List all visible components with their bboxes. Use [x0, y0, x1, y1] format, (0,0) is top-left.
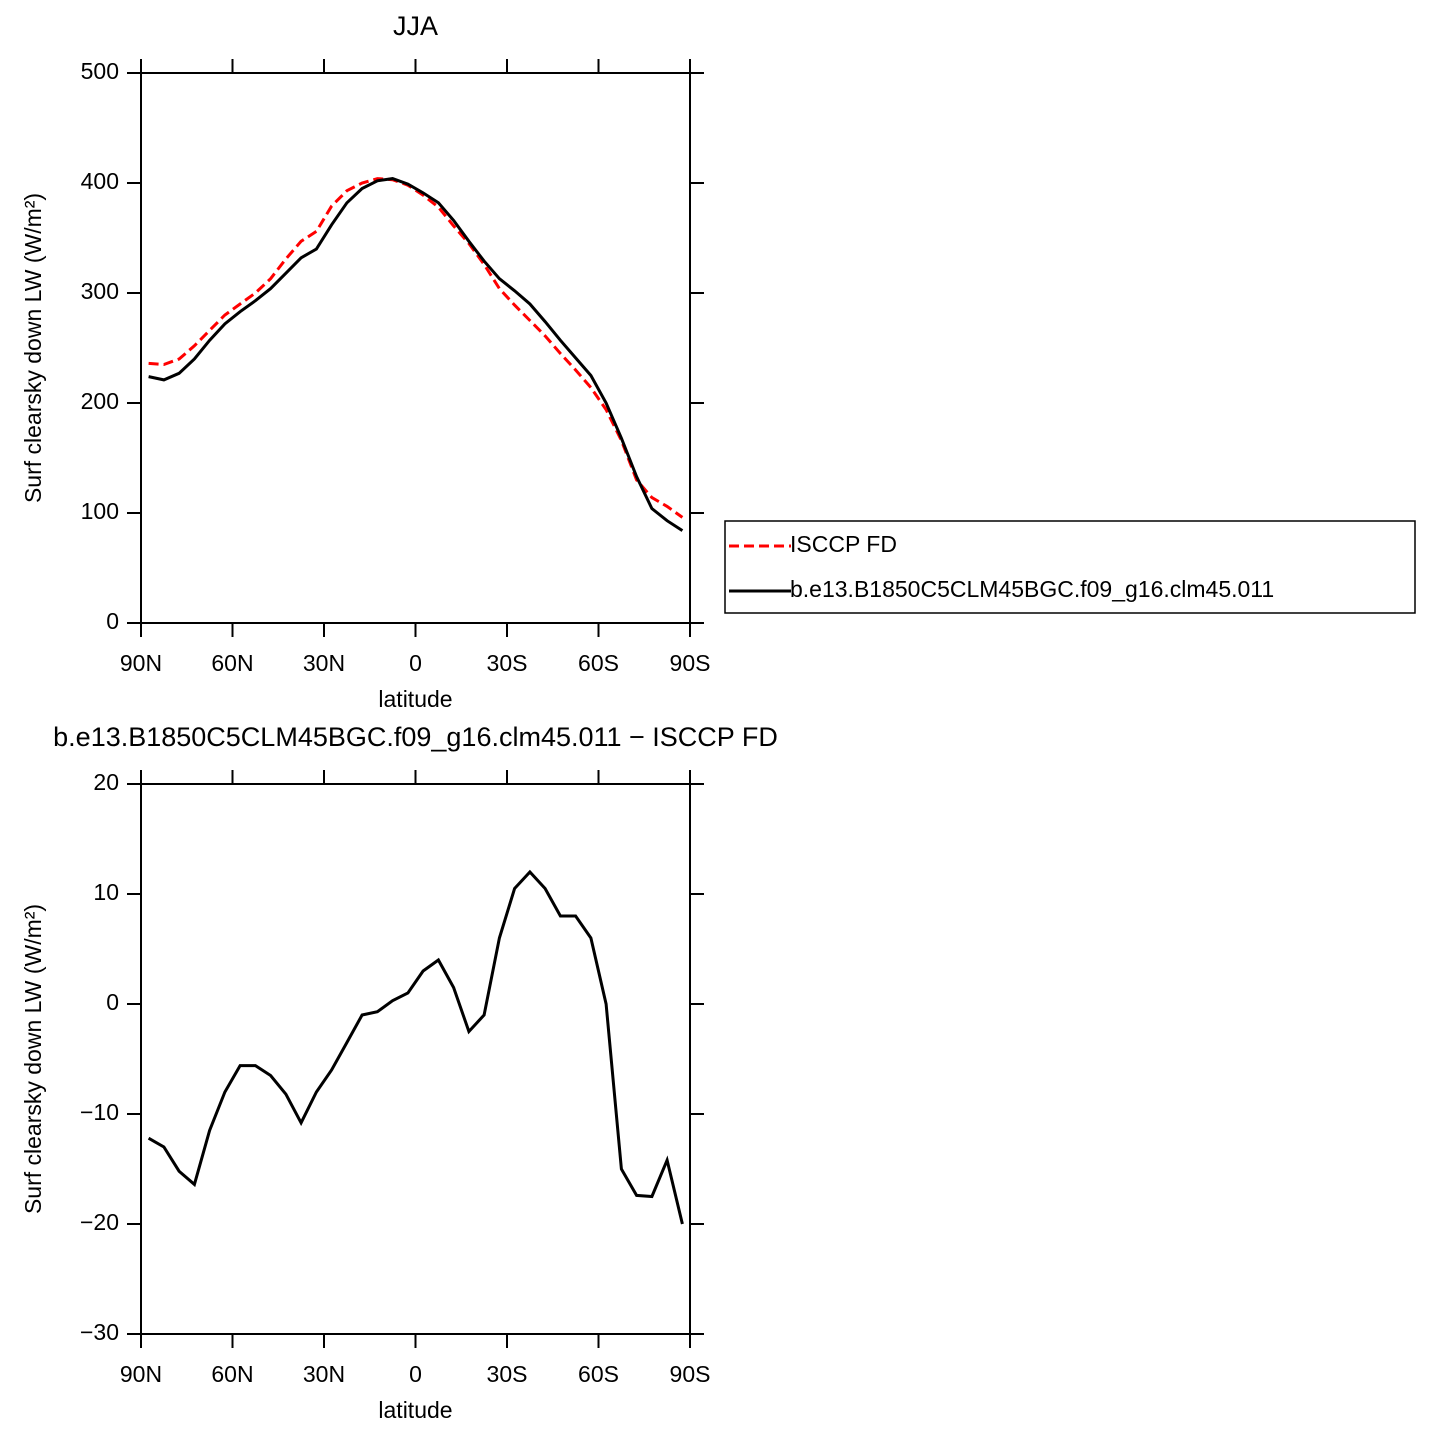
- x-axis-label: latitude: [378, 1397, 452, 1423]
- y-tick-label: −30: [80, 1319, 119, 1345]
- x-tick-label: 30S: [487, 650, 528, 676]
- data-line: [147, 869, 684, 1225]
- x-tick-label: 0: [409, 650, 422, 676]
- x-tick-label: 90S: [670, 1361, 711, 1387]
- y-tick-label: 20: [93, 769, 119, 795]
- data-line: [148, 177, 684, 519]
- x-tick-label: 90N: [120, 650, 162, 676]
- x-tick-label: 0: [409, 1361, 422, 1387]
- data-line: [148, 177, 684, 532]
- x-tick-label: 90N: [120, 1361, 162, 1387]
- y-axis-label: Surf clearsky down LW (W/m²): [20, 904, 46, 1214]
- legend-label: ISCCP FD: [790, 531, 897, 557]
- y-tick-label: 0: [106, 989, 119, 1015]
- x-axis-label: latitude: [378, 686, 452, 712]
- y-tick-label: 10: [93, 879, 119, 905]
- y-tick-label: 0: [106, 608, 119, 634]
- y-tick-label: 300: [81, 278, 119, 304]
- legend-frame: [724, 520, 1416, 614]
- x-tick-label: 60S: [578, 650, 619, 676]
- y-axis-label: Surf clearsky down LW (W/m²): [20, 193, 46, 503]
- y-tick-label: 200: [81, 388, 119, 414]
- chart-title: JJA: [393, 11, 438, 41]
- y-tick-label: 500: [81, 58, 119, 84]
- plot-frame: [140, 783, 691, 1335]
- plot-frame: [140, 72, 691, 624]
- x-tick-label: 60S: [578, 1361, 619, 1387]
- y-tick-label: −20: [80, 1209, 119, 1235]
- x-tick-label: 90S: [670, 650, 711, 676]
- chart-title: b.e13.B1850C5CLM45BGC.f09_g16.clm45.011 …: [53, 722, 778, 752]
- y-tick-label: 400: [81, 168, 119, 194]
- x-tick-label: 30N: [303, 1361, 345, 1387]
- y-tick-label: −10: [80, 1099, 119, 1125]
- x-tick-label: 30N: [303, 650, 345, 676]
- x-tick-label: 30S: [487, 1361, 528, 1387]
- x-tick-label: 60N: [211, 650, 253, 676]
- x-tick-label: 60N: [211, 1361, 253, 1387]
- legend-label: b.e13.B1850C5CLM45BGC.f09_g16.clm45.011: [790, 576, 1274, 602]
- y-tick-label: 100: [81, 498, 119, 524]
